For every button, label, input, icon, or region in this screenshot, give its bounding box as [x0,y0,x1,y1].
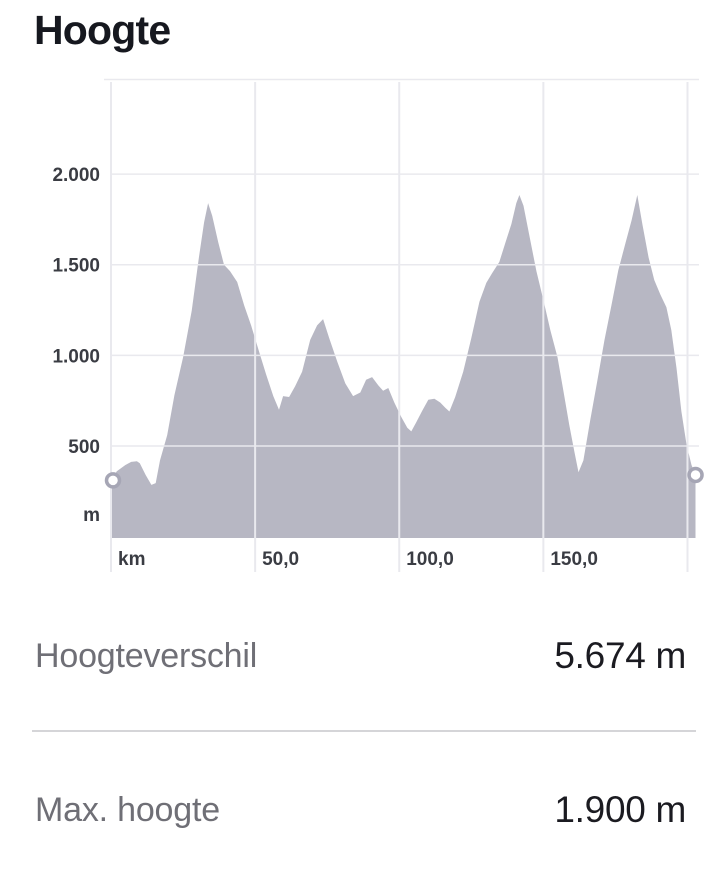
y-axis-label: 500 [68,437,100,458]
x-axis-label: 100,0 [406,549,454,570]
y-axis-label: 2.000 [52,165,100,186]
elevation-area [111,195,696,538]
stat-label: Max. hoogte [35,790,220,829]
page-title: Hoogte [34,7,171,53]
stat-value: 5.674 m [554,635,686,676]
x-axis-label: 150,0 [550,549,598,570]
y-axis-label: 1.500 [52,256,100,277]
stat-row-elevation-gain: Hoogteverschil 5.674 m [35,630,686,682]
route-end-marker [687,466,704,484]
stat-row-max-elevation: Max. hoogte 1.900 m [35,784,686,836]
stat-value: 1.900 m [554,789,686,830]
y-axis-label: 1.000 [52,346,100,367]
elevation-chart: 500 1.000 1.500 2.000 m km 50,0 100,0 150,0 [52,78,704,572]
x-axis-label: km [118,549,145,570]
x-axis-label: 50,0 [262,549,299,570]
stat-label: Hoogteverschil [35,636,258,675]
route-start-marker [104,472,122,489]
y-axis-unit-label: m [83,505,100,526]
divider [32,730,696,732]
